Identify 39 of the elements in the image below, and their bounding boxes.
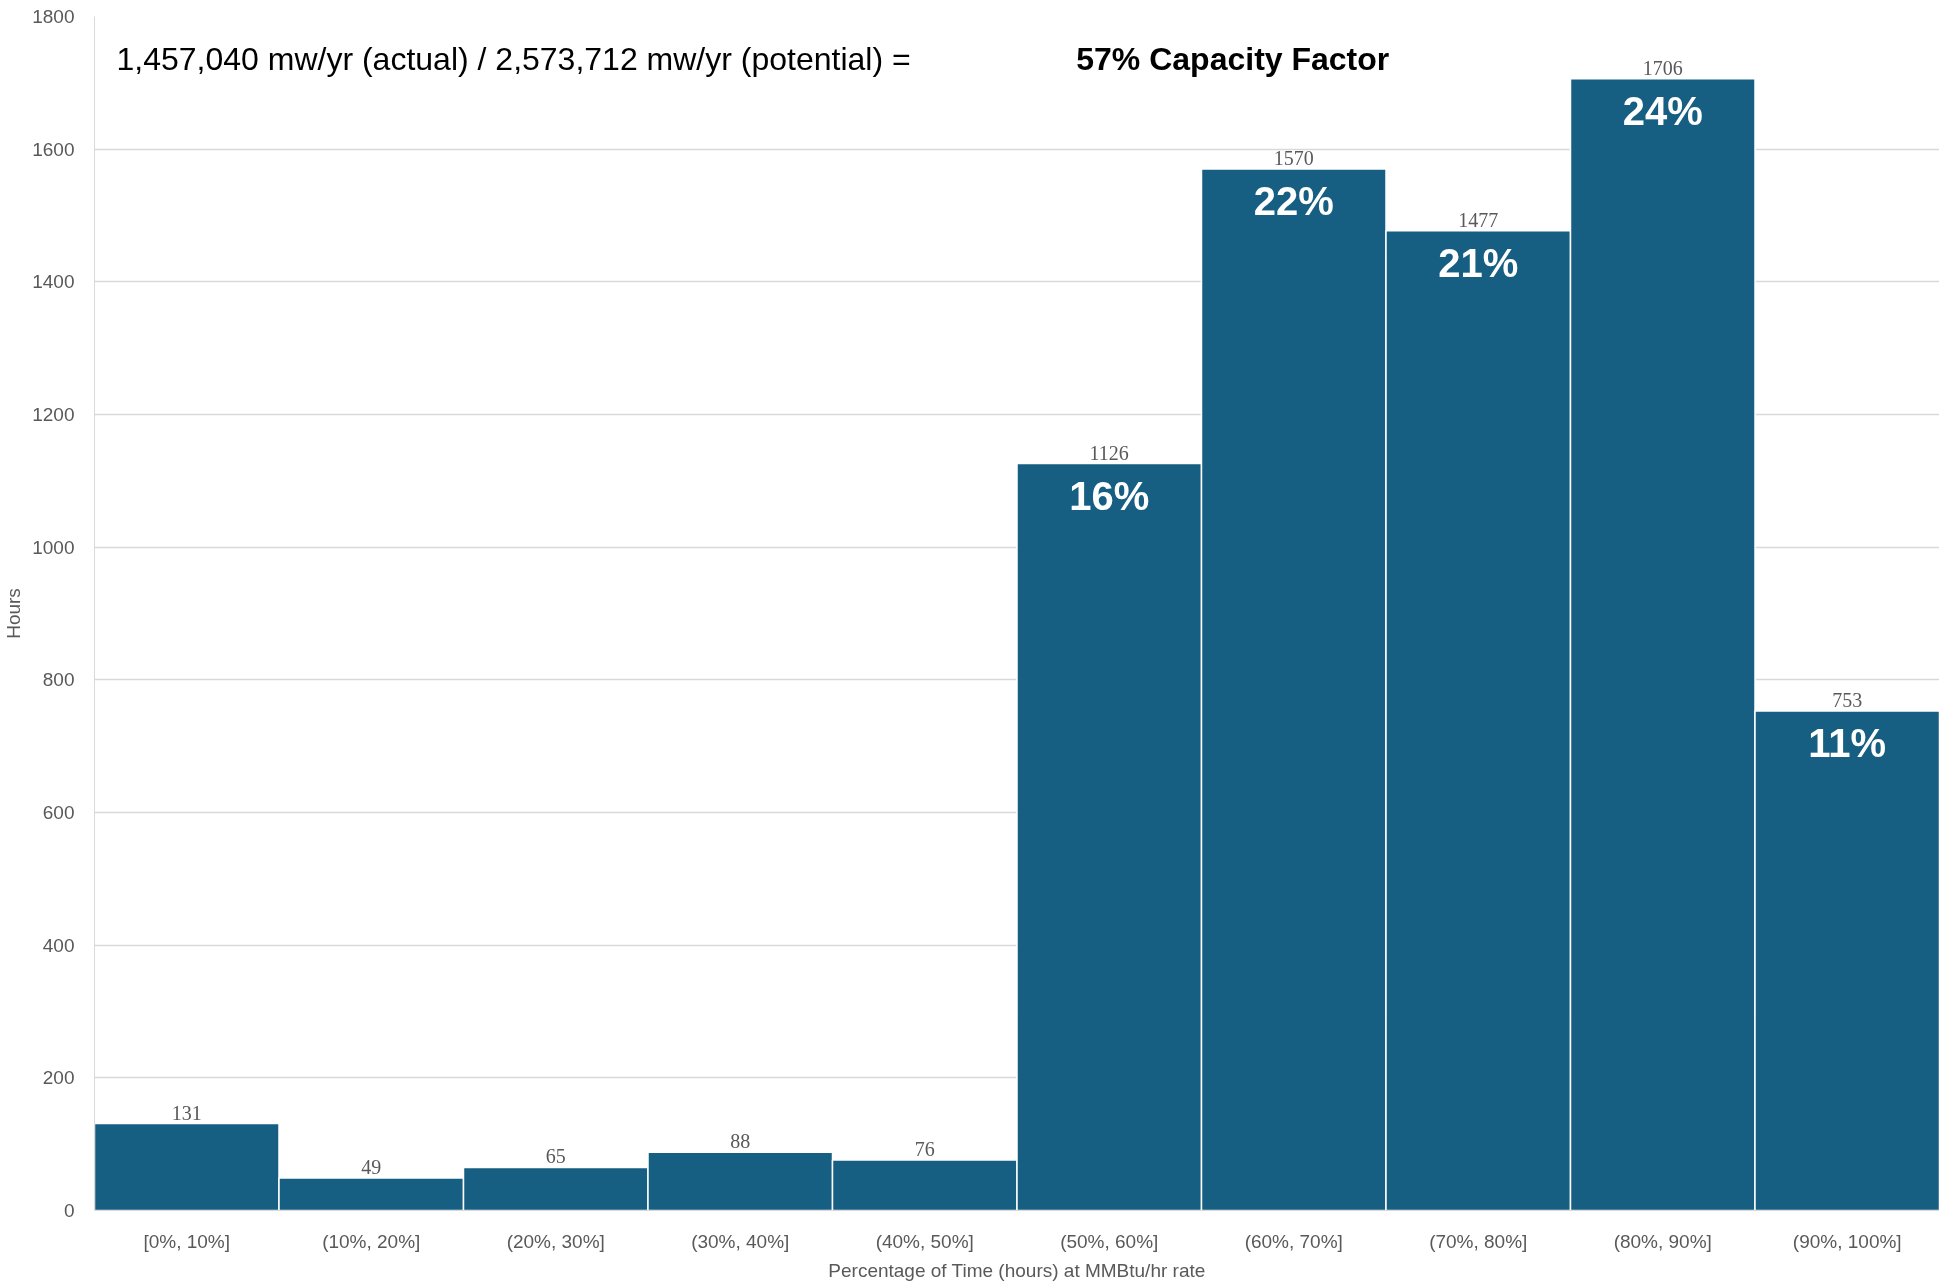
x-tick-label: (30%, 40%] [691,1230,790,1252]
x-tick-label: (90%, 100%] [1792,1230,1902,1252]
x-tick-label: (80%, 90%] [1613,1230,1712,1252]
data-label: 131 [171,1101,202,1124]
data-label: 1706 [1642,56,1683,79]
x-tick-label: (10%, 20%] [322,1230,421,1252]
data-label: 49 [361,1156,382,1178]
y-tick-label: 0 [63,1200,75,1221]
y-tick-label: 600 [42,802,75,823]
data-label: 1126 [1089,441,1129,464]
y-axis-title: Hours [3,588,25,639]
annotation: 22% [1253,179,1334,224]
y-tick-label: 800 [42,669,75,691]
data-label: 753 [1832,689,1863,712]
y-tick-label: 1000 [32,536,75,558]
x-axis-title: Percentage of Time (hours) at MMBtu/hr rate [828,1259,1206,1281]
data-label: 1570 [1273,147,1314,170]
x-tick-label: [0%, 10%] [143,1230,231,1252]
data-label: 88 [730,1130,751,1153]
data-label: 1477 [1458,208,1499,231]
x-tick-label: (60%, 70%] [1244,1230,1343,1252]
y-tick-label: 1800 [32,6,75,27]
x-tick-label: (50%, 60%] [1060,1230,1159,1252]
x-tick-label: (70%, 80%] [1429,1230,1528,1252]
annotation: 24% [1622,88,1703,133]
annotation: 11% [1808,721,1887,766]
annotation: 1,457,040 mw/yr (actual) / 2,573,712 mw/yr (potential) = [116,40,911,77]
y-tick-label: 1600 [32,138,75,160]
y-tick-label: 400 [42,934,75,956]
data-label: 65 [545,1145,566,1168]
x-tick-label: (40%, 50%] [875,1230,974,1252]
y-tick-label: 1400 [32,271,75,293]
annotation: 16% [1069,473,1150,518]
annotation: 21% [1438,240,1519,285]
y-tick-label: 200 [42,1067,75,1089]
data-label: 76 [914,1138,935,1161]
y-tick-label: 1200 [32,404,75,425]
x-tick-label: (20%, 30%] [506,1230,605,1252]
annotation: 57% Capacity Factor [1076,40,1390,77]
